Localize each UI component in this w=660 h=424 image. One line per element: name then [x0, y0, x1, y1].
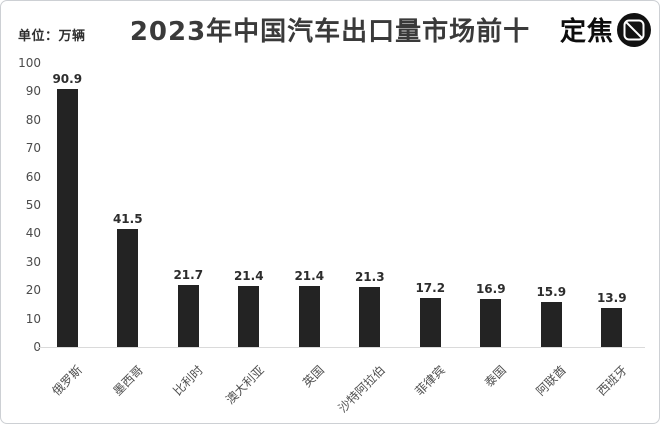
- y-axis-tick-label: 70: [25, 141, 41, 156]
- unit-label: 单位：万辆: [18, 29, 86, 44]
- brand-logo: 定焦: [560, 11, 652, 48]
- y-axis-tick-label: 20: [25, 283, 41, 298]
- dingjiao-lens-icon: [617, 12, 651, 47]
- y-axis-tick-label: 80: [25, 112, 41, 127]
- bar-value-label: 41.5: [112, 212, 143, 227]
- y-axis-tick-label: 100: [18, 56, 41, 70]
- bar-value-label: 21.4: [294, 269, 325, 284]
- y-axis-tick-label: 40: [25, 226, 41, 241]
- bar-阿联酋: [540, 301, 562, 347]
- bar-沙特阿拉伯: [359, 286, 381, 347]
- bar-value-label: 21.7: [173, 268, 204, 283]
- bar-value-label: 90.9: [52, 71, 83, 86]
- bar-value-label: 21.4: [233, 269, 264, 284]
- bar-菲律宾: [419, 298, 441, 347]
- y-axis-tick-label: 30: [25, 254, 41, 269]
- x-axis-category-label: 俄罗斯: [49, 363, 86, 399]
- bar-value-label: 16.9: [475, 282, 506, 296]
- bar-value-label: 13.9: [596, 290, 627, 305]
- page-title: 2023年中国汽车出口量市场前十: [129, 17, 531, 47]
- y-axis-tick-label: 60: [25, 169, 41, 184]
- bar-墨西哥: [117, 229, 139, 347]
- bar-泰国: [480, 299, 502, 347]
- bar-value-label: 17.2: [415, 281, 446, 296]
- y-axis-tick-label: 90: [25, 84, 41, 99]
- brand-name: 定焦: [559, 17, 614, 47]
- y-axis-tick-label: 0: [7, 339, 41, 355]
- bar-value-label: 15.9: [536, 284, 567, 299]
- bar-比利时: [177, 285, 199, 347]
- bar-澳大利亚: [238, 286, 260, 347]
- bar-西班牙: [601, 307, 623, 347]
- bar-英国: [298, 286, 320, 347]
- y-axis-tick-label: 10: [25, 311, 41, 326]
- y-axis-tick-label: 50: [25, 198, 41, 212]
- bar-value-label: 21.3: [354, 269, 385, 284]
- x-axis-line: [37, 347, 645, 348]
- bar-俄罗斯: [56, 88, 78, 347]
